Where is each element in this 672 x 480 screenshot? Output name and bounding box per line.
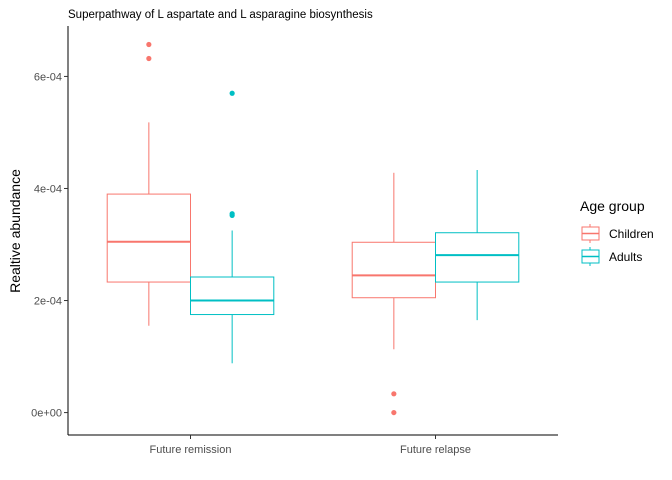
outlier-point xyxy=(391,409,397,416)
iqr-box xyxy=(106,193,191,283)
y-tick-label: 6e-04 xyxy=(34,71,62,83)
legend-item-adults: Adults xyxy=(581,247,642,266)
plot-area xyxy=(106,41,520,416)
legend: Age group Children Adults xyxy=(580,198,654,266)
box-children-future-relapse xyxy=(351,172,437,416)
iqr-box xyxy=(190,276,275,316)
x-tick-label: Future remission xyxy=(150,444,232,456)
legend-title: Age group xyxy=(580,198,645,214)
x-tick-label: Future relapse xyxy=(400,444,471,456)
legend-label: Adults xyxy=(609,250,642,264)
outlier-point xyxy=(229,211,235,217)
y-tick-label: 4e-04 xyxy=(34,183,62,195)
legend-item-children: Children xyxy=(581,224,654,243)
box-adults-future-relapse xyxy=(435,169,520,321)
outlier-point xyxy=(229,90,235,96)
iqr-box xyxy=(435,232,520,283)
axes: 0e+00 2e-04 4e-04 6e-04 Future remission Futu… xyxy=(31,26,558,456)
y-tick-label: 0e+00 xyxy=(31,408,62,420)
outlier-point xyxy=(146,41,152,48)
y-axis-title: Realtive abundance xyxy=(7,169,23,293)
box-children-future-remission xyxy=(106,41,191,326)
legend-label: Children xyxy=(609,227,654,241)
y-tick-label: 2e-04 xyxy=(34,296,62,308)
box-adults-future-remission xyxy=(190,90,275,364)
iqr-box xyxy=(351,241,437,299)
outlier-point xyxy=(146,55,152,62)
outlier-point xyxy=(391,391,397,397)
chart-title: Superpathway of L aspartate and L aspara… xyxy=(68,9,373,21)
